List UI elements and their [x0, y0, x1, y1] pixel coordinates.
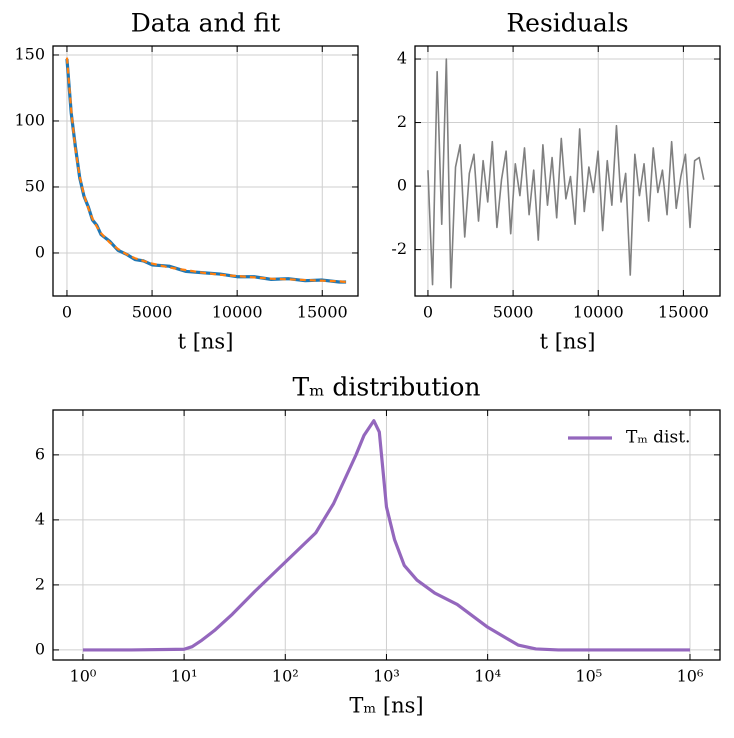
series-line — [65, 57, 347, 284]
y-tick-label: 4 — [397, 49, 407, 68]
y-tick-label: 50 — [25, 176, 45, 195]
x-tick-label: 0 — [62, 303, 72, 322]
axes-frame — [414, 45, 721, 297]
chart-title: Residuals — [506, 9, 628, 38]
x-tick-label: 15000 — [297, 303, 348, 322]
x-tick-label: 10⁴ — [474, 667, 501, 686]
y-tick-label: -2 — [391, 239, 407, 258]
x-tick-label: 10000 — [212, 303, 263, 322]
x-tick-label: 10² — [272, 667, 299, 686]
y-tick-label: 0 — [35, 639, 45, 658]
subplot: 10⁰ 10¹ 10² 10³ 10⁴ 10⁵ 10⁶ 0 2 4 6 Tₘ distribution… — [35, 373, 721, 718]
y-tick-label: 4 — [35, 509, 45, 528]
y-tick-label: 0 — [35, 242, 45, 261]
series-line — [65, 58, 347, 284]
x-tick-label: 10⁵ — [575, 667, 602, 686]
y-tick-label: 150 — [14, 44, 45, 63]
x-tick-label: 10¹ — [171, 667, 198, 686]
x-tick-label: 10⁶ — [677, 667, 704, 686]
subplot: 0 5000 10000 15000 0 50 100 150 Data and fit t [n… — [14, 9, 359, 354]
y-tick-label: 6 — [35, 444, 45, 463]
series-line — [427, 58, 705, 289]
chart-title: Data and fit — [131, 9, 281, 38]
x-tick-label: 5000 — [132, 303, 173, 322]
x-axis-label: Tₘ [ns] — [349, 694, 423, 718]
x-tick-label: 5000 — [493, 303, 534, 322]
axes-frame — [52, 45, 359, 297]
x-tick-label: 15000 — [658, 303, 709, 322]
chart-title: Tₘ distribution — [292, 373, 480, 402]
subplot: 0 5000 10000 15000 -2 0 2 4 Residuals t [ns] — [391, 9, 721, 354]
x-axis-label: t [ns] — [540, 330, 596, 354]
y-tick-label: 0 — [397, 176, 407, 195]
x-tick-label: 10⁰ — [70, 667, 97, 686]
y-tick-label: 100 — [14, 110, 45, 129]
legend-label: Tₘ dist. — [626, 428, 690, 448]
series-line — [82, 419, 690, 652]
y-tick-label: 2 — [35, 574, 45, 593]
x-axis-label: t [ns] — [178, 330, 234, 354]
x-tick-label: 10³ — [373, 667, 400, 686]
x-tick-label: 0 — [423, 303, 433, 322]
y-tick-label: 2 — [397, 112, 407, 131]
x-tick-label: 10000 — [573, 303, 624, 322]
